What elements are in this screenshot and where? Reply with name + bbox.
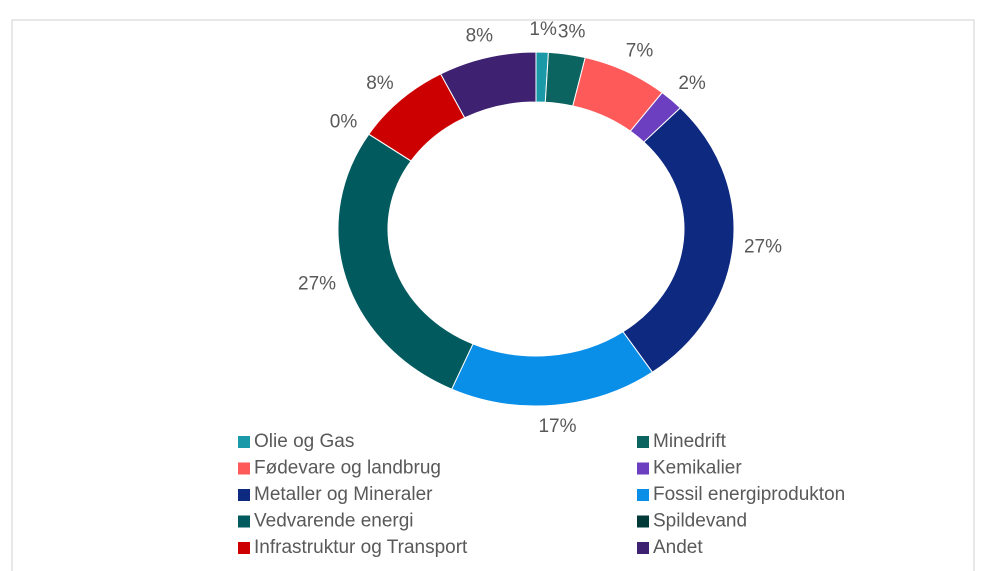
legend-label: Metaller og Mineraler xyxy=(254,484,433,505)
legend-swatch xyxy=(637,542,649,554)
data-label: 17% xyxy=(538,416,576,437)
legend-label: Fossil energiprodukton xyxy=(653,484,845,505)
data-label: 7% xyxy=(626,41,654,62)
legend-swatch xyxy=(238,489,250,501)
data-label: 3% xyxy=(558,21,586,42)
legend-swatch xyxy=(637,489,649,501)
legend-label: Spildevand xyxy=(653,511,747,532)
legend-label: Infrastruktur og Transport xyxy=(254,537,468,558)
legend-swatch xyxy=(637,515,649,528)
data-label: 8% xyxy=(466,25,494,46)
legend-swatch xyxy=(238,515,250,528)
donut-segment xyxy=(337,133,474,390)
donut-segment xyxy=(622,107,735,373)
data-label: 8% xyxy=(366,73,394,94)
data-label: 27% xyxy=(298,274,336,295)
legend-label: Kemikalier xyxy=(653,458,742,479)
donut-segment xyxy=(451,331,654,407)
legend-swatch xyxy=(637,436,649,448)
data-label: 2% xyxy=(678,73,706,94)
legend-label: Andet xyxy=(653,537,703,558)
data-label: 0% xyxy=(330,111,358,132)
legend-label: Vedvarende energi xyxy=(254,511,414,532)
chart-frame xyxy=(11,19,975,571)
legend-swatch xyxy=(238,462,250,475)
legend-swatch xyxy=(238,436,250,448)
data-label: 27% xyxy=(744,237,782,258)
donut-segment xyxy=(439,51,537,119)
data-label: 1% xyxy=(529,19,557,40)
legend-label: Minedrift xyxy=(653,431,727,452)
legend-label: Olie og Gas xyxy=(254,431,354,452)
legend-swatch xyxy=(637,462,649,475)
legend-label: Fødevare og landbrug xyxy=(254,458,441,479)
legend-swatch xyxy=(238,542,250,554)
